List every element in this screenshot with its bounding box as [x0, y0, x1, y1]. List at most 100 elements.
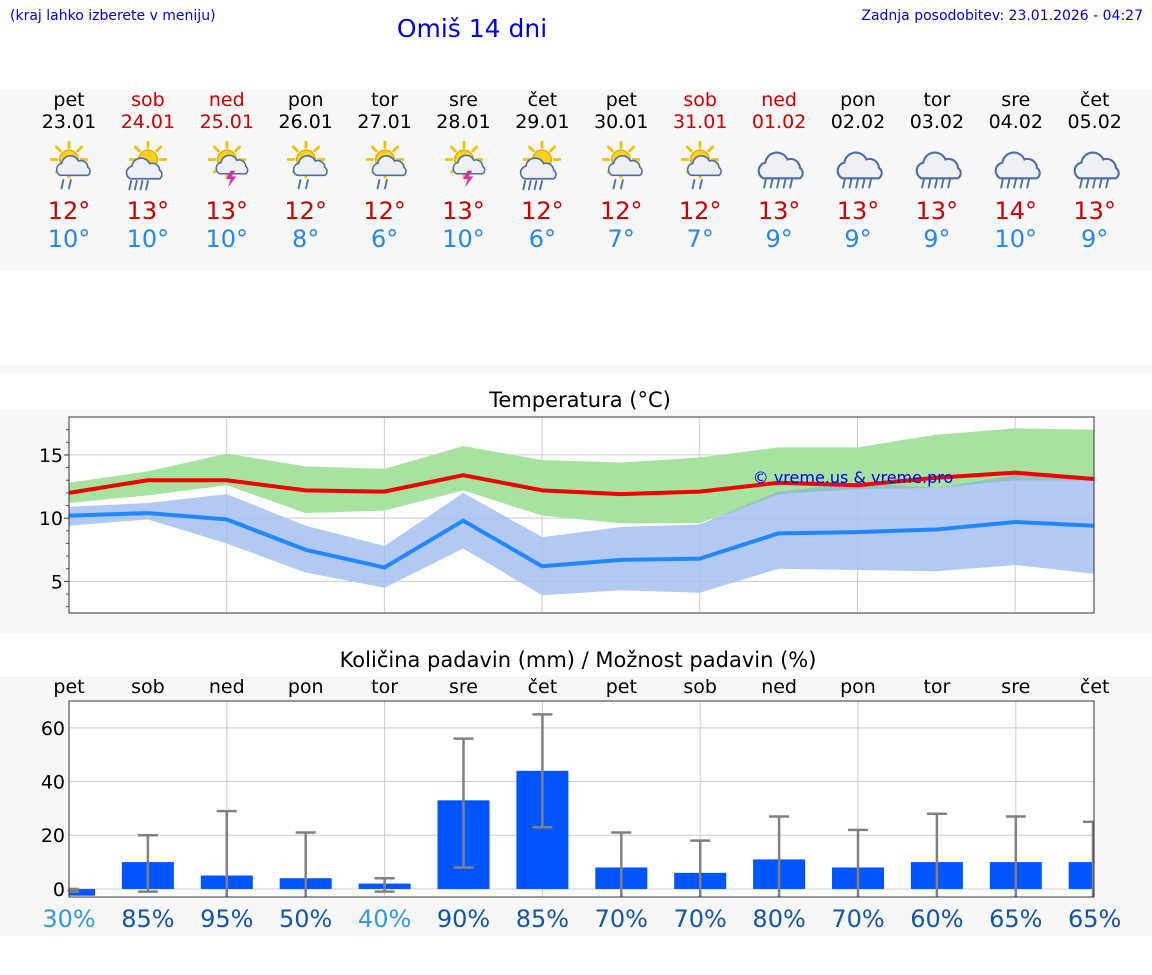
day-forecast: čet 05.02 13° 9° [1058, 89, 1132, 253]
y-tick-label: 40 [41, 772, 65, 794]
raindrop-shape [940, 178, 945, 189]
raindrop-shape [691, 179, 696, 190]
sun-cloud-thunder-icon [207, 141, 249, 188]
precip-bar [1068, 862, 1094, 889]
max-temp-line [68, 470, 1095, 497]
temp-min: 6° [370, 225, 399, 253]
divider-band [0, 365, 1152, 373]
raindrop-shape [763, 178, 767, 189]
temp-min: 6° [528, 225, 557, 253]
x-tick-label: sob [131, 676, 165, 698]
precipitation-chart: 0 20 40 60 pet sob ned pon tor sre čet pet sob ned pon… [41, 676, 1122, 933]
temp-max: 12° [284, 197, 327, 225]
sun-cloud-rain-icon [365, 141, 407, 190]
lightning-shape [225, 170, 237, 188]
forecast-strip [0, 90, 1152, 270]
temp-max: 12° [363, 197, 406, 225]
sun-cloud-heavy-rain-icon [520, 141, 562, 191]
raindrop-shape [533, 180, 538, 191]
raindrop-shape [934, 178, 938, 189]
temp-min: 10° [126, 225, 170, 253]
cloud-shape [520, 157, 558, 180]
raindrop-shape [522, 180, 527, 191]
raindrop-shape [1078, 178, 1083, 189]
day-date: 24.01 [120, 111, 176, 133]
x-tick-label: sre [449, 676, 478, 698]
day-name: sob [683, 89, 717, 111]
cloud-shape [125, 157, 163, 180]
cloud-shape [915, 151, 962, 180]
cloud-shape [836, 151, 883, 180]
temp-min: 7° [607, 225, 635, 253]
watermark: © vreme.us & vreme.pro [753, 468, 954, 487]
day-name: sre [1001, 89, 1031, 111]
day-forecast: sre 04.02 14° 10° [979, 89, 1053, 253]
raindrop-shape [868, 178, 872, 189]
raindrop-shape [376, 179, 380, 190]
day-forecast: ned 25.01 13° 10° [190, 89, 264, 253]
precip-bar [69, 888, 95, 896]
temp-max: 13° [205, 197, 249, 225]
day-name: čet [527, 89, 558, 111]
day-name: tor [371, 89, 399, 111]
raindrop-shape [1012, 178, 1017, 189]
day-date: 26.01 [278, 111, 333, 133]
x-tick-label: pon [288, 676, 324, 698]
precip-probability: 70% [674, 905, 727, 933]
precip-probability: 80% [752, 905, 805, 933]
raindrop-shape [620, 179, 625, 190]
y-tick-label: 10 [39, 508, 63, 530]
day-name: sre [449, 89, 478, 111]
raindrop-shape [782, 178, 787, 189]
temp-max: 13° [915, 197, 959, 225]
x-tick-label: sob [683, 676, 717, 698]
temperature-chart-title: Temperatura (°C) [489, 388, 671, 412]
raindrop-shape [1019, 178, 1024, 189]
day-date: 25.01 [199, 111, 254, 133]
precip-probability: 70% [831, 905, 884, 933]
precip-probability: 85% [516, 905, 569, 933]
day-date: 01.02 [751, 111, 807, 133]
day-date: 04.02 [988, 111, 1043, 133]
cloud-rain-icon [1073, 151, 1120, 189]
raindrop-shape [133, 180, 138, 191]
precip-probability: 95% [200, 905, 253, 933]
temp-max: 13° [836, 197, 880, 225]
raindrop-shape [383, 179, 388, 190]
raindrop-shape [1085, 178, 1090, 189]
temp-max: 13° [126, 197, 170, 225]
day-date: 31.01 [672, 111, 728, 133]
max-temp-range [69, 428, 1094, 524]
day-name: ned [208, 89, 245, 111]
raindrop-shape [304, 179, 309, 190]
raindrop-shape [776, 178, 781, 189]
precip-probability: 40% [358, 905, 411, 933]
day-name: tor [923, 89, 951, 111]
min-temp-line [68, 511, 1095, 570]
day-name: pet [53, 89, 85, 111]
precip-probability: 90% [437, 905, 490, 933]
temp-max: 12° [678, 197, 722, 225]
day-forecast: pet 30.01 12° 7° [584, 89, 658, 253]
raindrop-shape [842, 178, 846, 189]
raindrop-shape [699, 179, 703, 190]
day-date: 28.01 [436, 111, 491, 133]
temp-min: 10° [442, 225, 485, 253]
precip-probability: 70% [595, 905, 648, 933]
raindrop-shape [128, 180, 133, 191]
sun-cloud-thunder-icon [444, 141, 485, 188]
temp-max: 13° [442, 197, 485, 225]
location-hint-link[interactable]: (kraj lahko izberete v meniju) [10, 8, 216, 24]
temp-min: 8° [292, 225, 320, 253]
sun-cloud-rain-icon [602, 141, 644, 190]
day-name: sob [131, 89, 165, 111]
temp-min: 10° [47, 225, 91, 253]
day-date: 02.02 [830, 111, 886, 133]
raindrop-shape [612, 179, 617, 190]
x-tick-label: tor [923, 676, 950, 698]
day-forecast: sob 24.01 13° 10° [111, 89, 185, 253]
day-name: pon [287, 89, 324, 111]
raindrop-shape [927, 178, 932, 189]
day-forecast: pet 23.01 12° 10° [32, 89, 106, 253]
temp-max: 14° [994, 197, 1038, 225]
